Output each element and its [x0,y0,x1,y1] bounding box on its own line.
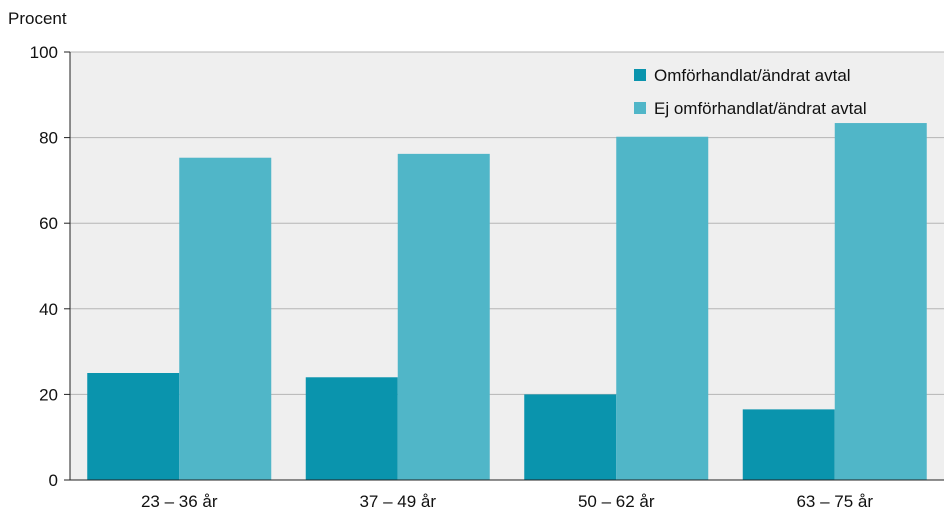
legend-label: Ej omförhandlat/ändrat avtal [654,99,867,118]
y-tick-label: 100 [30,43,58,62]
legend-label: Omförhandlat/ändrat avtal [654,66,851,85]
bar-omforhandlat [524,394,617,480]
legend-swatch [634,69,646,81]
bar-omforhandlat [87,373,180,480]
x-tick-label: 37 – 49 år [359,492,436,509]
x-tick-label: 23 – 36 år [141,492,218,509]
y-tick-label: 20 [39,385,58,404]
x-tick-label: 63 – 75 år [796,492,873,509]
y-tick-label: 80 [39,129,58,148]
y-tick-label: 40 [39,300,58,319]
x-tick-label: 50 – 62 år [578,492,655,509]
bar-ej-omforhandlat [834,123,927,480]
y-tick-label: 0 [49,471,58,490]
bar-ej-omforhandlat [179,157,272,480]
bar-omforhandlat [305,377,398,480]
y-axis-label: Procent [8,9,67,28]
legend: Omförhandlat/ändrat avtal Ej omförhandlat… [634,66,867,118]
axes: 0 20 40 60 80 100 23 – 36 år 37 – 49 år 50 – 62 … [30,43,944,509]
bar-ej-omforhandlat [397,153,490,480]
legend-swatch [634,102,646,114]
bar-ej-omforhandlat [616,136,709,480]
bars [87,123,927,480]
y-tick-label: 60 [39,214,58,233]
bar-omforhandlat [742,409,835,480]
